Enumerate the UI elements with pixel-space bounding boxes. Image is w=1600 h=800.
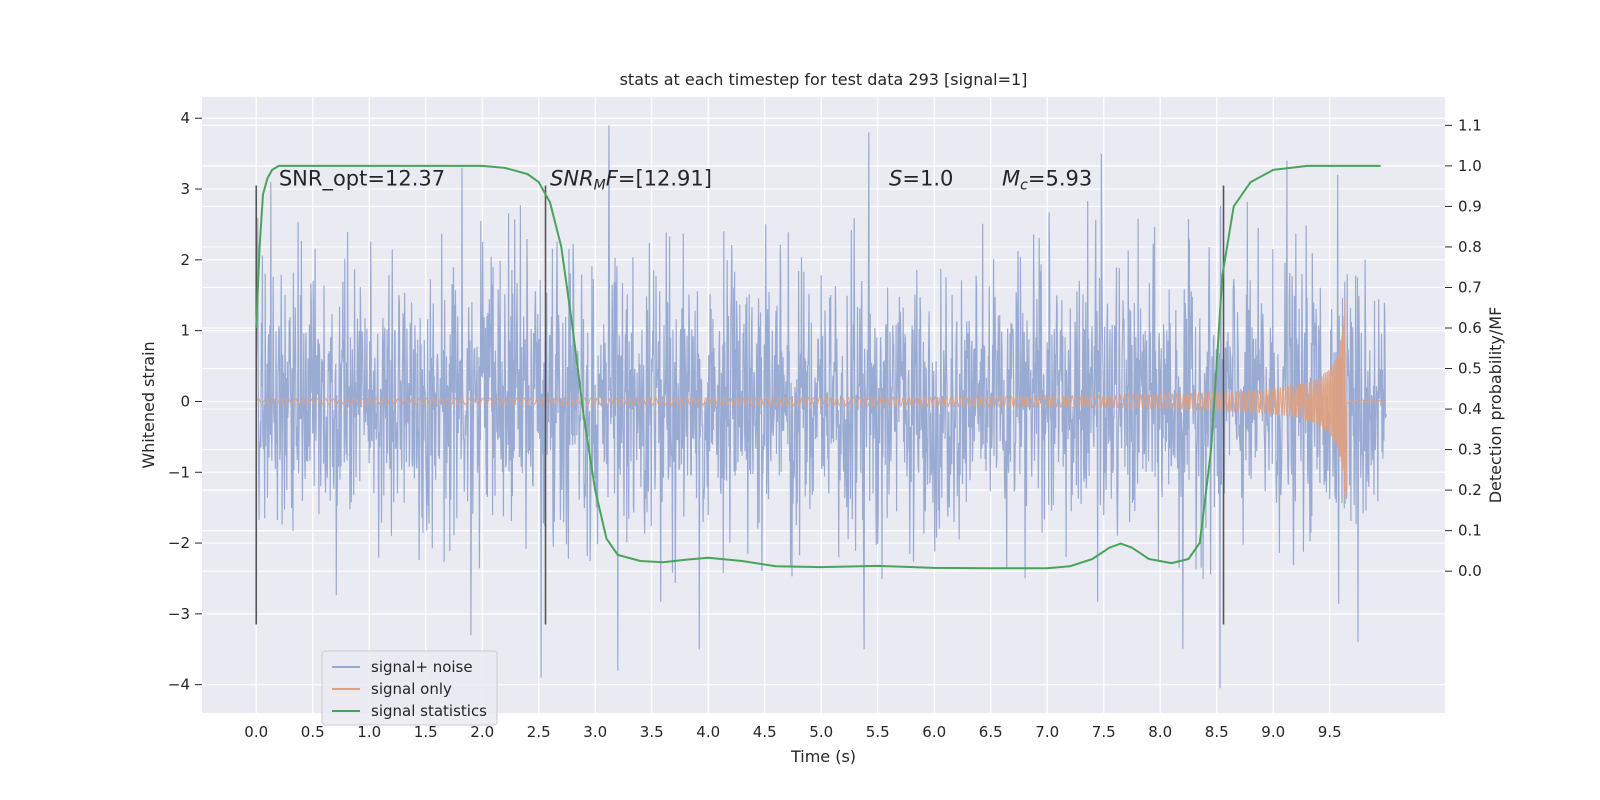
series-signal-statistics [255, 164, 1381, 570]
legend-label-signal-noise: signal+ noise [371, 658, 473, 676]
y-right-tick-label: 0.0 [1458, 562, 1482, 580]
y-tick-label: −1 [168, 463, 190, 481]
x-tick-label: 7.5 [1092, 723, 1116, 741]
y-tick-label: 4 [180, 109, 190, 127]
annotation-mc-value: =5.93 [1028, 167, 1092, 191]
y-tick-label: 1 [180, 322, 190, 340]
y-right-tick-label: 0.5 [1458, 360, 1482, 378]
x-tick-label: 9.5 [1318, 723, 1342, 741]
annotation-mc-subscript: c [1020, 178, 1028, 194]
x-tick-label: 4.0 [696, 723, 720, 741]
x-axis-label: Time (s) [790, 747, 856, 766]
series-signal-noise [255, 125, 1387, 689]
y-right-tick-label: 1.0 [1458, 157, 1482, 175]
annotation-s: S=1.0 [889, 167, 953, 191]
x-tick-label: 6.0 [922, 723, 946, 741]
x-tick-label: 0.0 [244, 723, 268, 741]
axis-ticks: 0.0 0.5 1.0 1.5 2.0 2.5 3.0 3.5 4.0 4.5 5.0 5.5 6.0 6… [168, 109, 1482, 741]
x-tick-label: 0.5 [301, 723, 325, 741]
legend: signal+ noise signal only signal statist… [321, 650, 498, 726]
y-tick-label: −4 [168, 676, 190, 694]
y-tick-label: −2 [168, 534, 190, 552]
vertical-markers [255, 185, 1225, 625]
series-signal-only [255, 299, 1387, 504]
annotations: SNR_opt=12.37 SNRMF=[12.91] S=1.0 Mc=5.9… [279, 167, 1092, 194]
y-axis-label-left: Whitened strain [139, 341, 158, 468]
annotation-snr-mf-symbol: SNR [550, 167, 594, 191]
x-tick-label: 7.0 [1035, 723, 1059, 741]
chart-title: stats at each timestep for test data 293… [620, 70, 1028, 89]
annotation-snr-mf-suffix: F [606, 167, 619, 191]
annotation-snr-opt: SNR_opt=12.37 [279, 167, 445, 192]
y-right-tick-label: 0.3 [1458, 441, 1482, 459]
y-tick-label: 0 [180, 392, 190, 410]
y-right-tick-label: 0.7 [1458, 278, 1482, 296]
x-tick-label: 5.0 [809, 723, 833, 741]
x-tick-label: 1.5 [414, 723, 438, 741]
x-tick-label: 8.5 [1205, 723, 1229, 741]
x-tick-label: 9.0 [1261, 723, 1285, 741]
y-right-tick-label: 0.4 [1458, 400, 1482, 418]
annotation-s-value: =1.0 [902, 167, 953, 191]
x-tick-label: 4.5 [753, 723, 777, 741]
x-tick-label: 2.0 [470, 723, 494, 741]
y-right-tick-label: 0.1 [1458, 522, 1482, 540]
legend-box [321, 650, 498, 726]
x-tick-label: 3.5 [640, 723, 664, 741]
y-tick-label: −3 [168, 605, 190, 623]
x-tick-label: 8.0 [1148, 723, 1172, 741]
annotation-s-symbol: S [889, 167, 902, 191]
y-tick-label: 2 [180, 251, 190, 269]
y-right-tick-label: 1.1 [1458, 116, 1482, 134]
annotation-chirp-mass: Mc=5.93 [1002, 167, 1092, 194]
x-tick-label: 2.5 [527, 723, 551, 741]
y-axis-label-right: Detection probability/MF [1486, 307, 1505, 504]
annotation-snr-mf: SNRMF=[12.91] [550, 167, 712, 194]
x-tick-label: 3.0 [583, 723, 607, 741]
annotation-snr-mf-subscript: M [594, 178, 606, 194]
legend-label-signal-statistics: signal statistics [371, 702, 487, 720]
y-tick-label: 3 [180, 180, 190, 198]
plot-series-layer [255, 125, 1387, 689]
annotation-mc-symbol: M [1002, 167, 1020, 191]
y-right-tick-label: 0.6 [1458, 319, 1482, 337]
y-right-tick-label: 0.2 [1458, 481, 1482, 499]
y-right-tick-label: 0.9 [1458, 197, 1482, 215]
legend-label-signal-only: signal only [371, 680, 452, 698]
x-tick-label: 5.5 [866, 723, 890, 741]
y-right-tick-label: 0.8 [1458, 238, 1482, 256]
x-tick-label: 1.0 [357, 723, 381, 741]
annotation-snr-mf-value: =[12.91] [618, 167, 712, 191]
x-tick-label: 6.5 [979, 723, 1003, 741]
